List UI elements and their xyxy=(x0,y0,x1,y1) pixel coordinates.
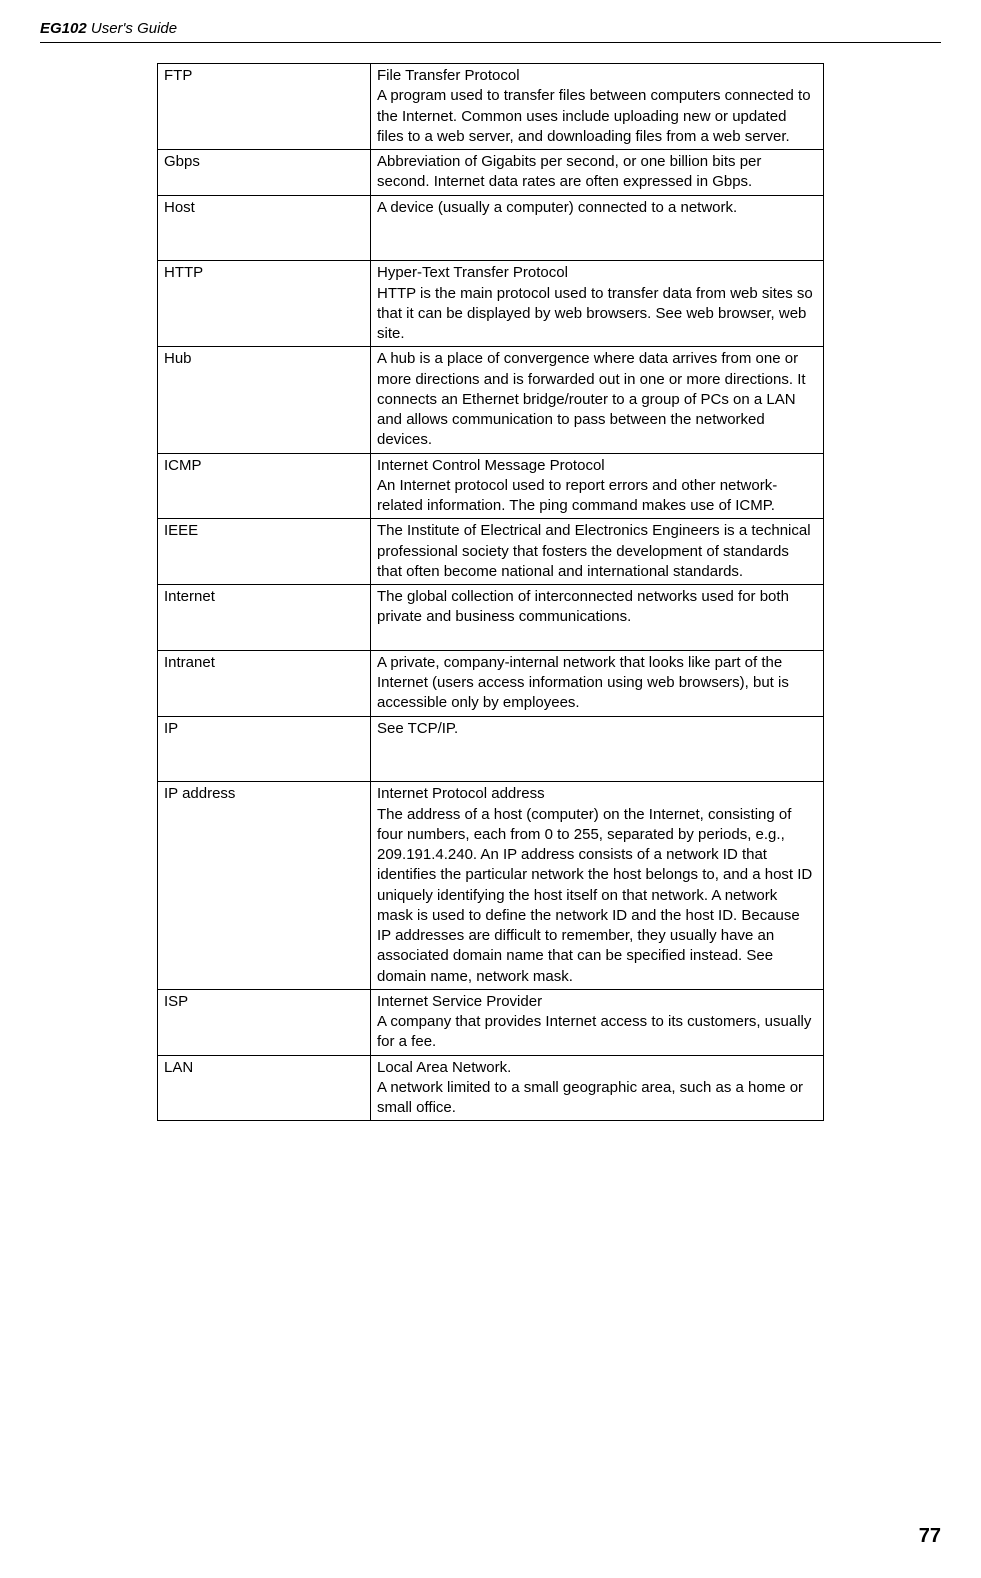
glossary-term: FTP xyxy=(158,64,371,150)
page-header: EG102 User's Guide xyxy=(40,20,941,43)
table-row: InternetThe global collection of interco… xyxy=(158,585,824,651)
table-row: IPSee TCP/IP. xyxy=(158,716,824,782)
table-row: ICMPInternet Control Message Protocol An… xyxy=(158,453,824,519)
glossary-definition: A hub is a place of convergence where da… xyxy=(371,347,824,453)
glossary-term: HTTP xyxy=(158,261,371,347)
table-row: HTTPHyper-Text Transfer Protocol HTTP is… xyxy=(158,261,824,347)
glossary-definition: Internet Control Message Protocol An Int… xyxy=(371,453,824,519)
table-row: IntranetA private, company-internal netw… xyxy=(158,650,824,716)
glossary-definition: Hyper-Text Transfer Protocol HTTP is the… xyxy=(371,261,824,347)
glossary-table: FTPFile Transfer Protocol A program used… xyxy=(157,63,824,1121)
table-row: HostA device (usually a computer) connec… xyxy=(158,195,824,261)
glossary-definition: File Transfer Protocol A program used to… xyxy=(371,64,824,150)
glossary-term: LAN xyxy=(158,1055,371,1121)
table-row: GbpsAbbreviation of Gigabits per second,… xyxy=(158,150,824,196)
glossary-definition: Internet Protocol address The address of… xyxy=(371,782,824,990)
glossary-term: Internet xyxy=(158,585,371,651)
glossary-definition: The global collection of interconnected … xyxy=(371,585,824,651)
product-name: EG102 xyxy=(40,20,87,37)
table-row: LANLocal Area Network. A network limited… xyxy=(158,1055,824,1121)
glossary-term: ICMP xyxy=(158,453,371,519)
glossary-term: Host xyxy=(158,195,371,261)
glossary-term: Hub xyxy=(158,347,371,453)
glossary-definition: Abbreviation of Gigabits per second, or … xyxy=(371,150,824,196)
page-number: 77 xyxy=(919,1525,941,1548)
glossary-term: ISP xyxy=(158,989,371,1055)
glossary-term: IEEE xyxy=(158,519,371,585)
table-row: IP addressInternet Protocol address The … xyxy=(158,782,824,990)
glossary-definition: Internet Service Provider A company that… xyxy=(371,989,824,1055)
header-title: EG102 User's Guide xyxy=(40,20,177,37)
glossary-term: Gbps xyxy=(158,150,371,196)
page-container: EG102 User's Guide FTPFile Transfer Prot… xyxy=(0,0,981,1578)
glossary-definition: The Institute of Electrical and Electron… xyxy=(371,519,824,585)
glossary-definition: Local Area Network. A network limited to… xyxy=(371,1055,824,1121)
glossary-definition: A device (usually a computer) connected … xyxy=(371,195,824,261)
glossary-term: IP xyxy=(158,716,371,782)
glossary-term: Intranet xyxy=(158,650,371,716)
glossary-definition: A private, company-internal network that… xyxy=(371,650,824,716)
guide-subtitle: User's Guide xyxy=(91,20,177,37)
table-row: ISPInternet Service Provider A company t… xyxy=(158,989,824,1055)
table-row: IEEEThe Institute of Electrical and Elec… xyxy=(158,519,824,585)
table-row: HubA hub is a place of convergence where… xyxy=(158,347,824,453)
glossary-term: IP address xyxy=(158,782,371,990)
glossary-definition: See TCP/IP. xyxy=(371,716,824,782)
table-row: FTPFile Transfer Protocol A program used… xyxy=(158,64,824,150)
